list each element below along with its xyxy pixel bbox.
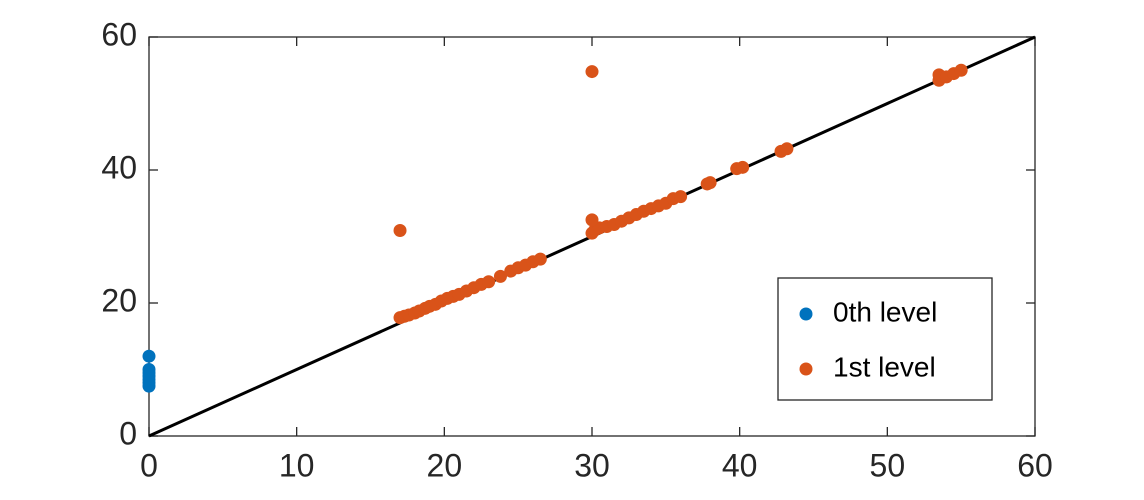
y-tick-label: 20 xyxy=(101,282,137,318)
legend-marker xyxy=(799,307,813,321)
x-tick-label: 20 xyxy=(427,447,463,483)
scatter-point xyxy=(780,142,794,156)
legend-box xyxy=(777,277,993,401)
legend: 0th level 1st level xyxy=(777,277,993,401)
scatter-point xyxy=(585,213,599,227)
scatter-point xyxy=(736,160,750,174)
scatter-point xyxy=(142,379,156,393)
legend-label: 0th level xyxy=(833,296,937,327)
x-tick-label: 50 xyxy=(870,447,906,483)
scatter-point xyxy=(493,269,507,283)
scatter-point xyxy=(482,275,496,289)
x-tick-label: 10 xyxy=(279,447,315,483)
legend-label: 1st level xyxy=(833,351,936,382)
x-tick-label: 60 xyxy=(1017,447,1053,483)
legend-marker xyxy=(799,362,813,376)
x-tick-label: 0 xyxy=(140,447,158,483)
scatter-point xyxy=(533,252,547,266)
scatter-point xyxy=(585,65,599,79)
scatter-point xyxy=(142,349,156,363)
scatter-point xyxy=(954,63,968,77)
scatter-point xyxy=(674,190,688,204)
y-tick-label: 60 xyxy=(101,16,137,52)
y-tick-label: 40 xyxy=(101,149,137,185)
scatter-point xyxy=(393,224,407,238)
x-tick-label: 40 xyxy=(722,447,758,483)
scatter-point xyxy=(703,176,717,190)
y-tick-label: 0 xyxy=(119,415,137,451)
x-tick-label: 30 xyxy=(574,447,610,483)
